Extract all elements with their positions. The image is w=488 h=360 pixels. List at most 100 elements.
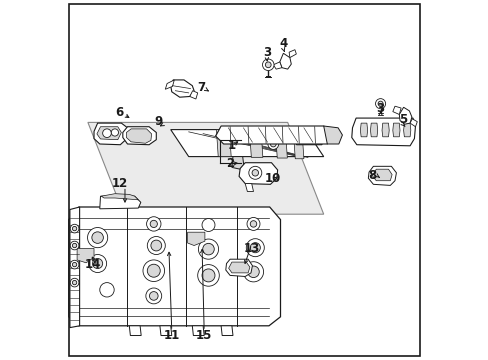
Polygon shape: [293, 133, 303, 159]
Text: 9: 9: [154, 115, 163, 128]
Polygon shape: [399, 107, 411, 124]
Circle shape: [375, 99, 385, 109]
Text: 10: 10: [264, 172, 281, 185]
Circle shape: [202, 219, 215, 231]
Circle shape: [377, 101, 382, 106]
Circle shape: [145, 288, 162, 304]
Circle shape: [111, 129, 118, 136]
Circle shape: [70, 224, 79, 233]
Polygon shape: [189, 91, 197, 99]
Polygon shape: [239, 163, 277, 184]
Polygon shape: [97, 127, 121, 140]
Polygon shape: [360, 123, 367, 137]
Circle shape: [70, 260, 79, 269]
Polygon shape: [228, 262, 249, 273]
Polygon shape: [292, 128, 323, 145]
Circle shape: [100, 283, 114, 297]
Circle shape: [70, 241, 79, 250]
Polygon shape: [225, 259, 252, 276]
Polygon shape: [231, 157, 244, 169]
Circle shape: [88, 255, 106, 273]
Circle shape: [250, 243, 260, 253]
Circle shape: [92, 232, 103, 243]
Text: 15: 15: [196, 329, 212, 342]
Polygon shape: [221, 326, 232, 336]
Circle shape: [147, 237, 165, 255]
Polygon shape: [215, 126, 330, 144]
Polygon shape: [371, 169, 391, 181]
Circle shape: [247, 266, 259, 278]
Polygon shape: [69, 207, 280, 326]
Circle shape: [149, 292, 158, 300]
Circle shape: [72, 262, 77, 267]
Circle shape: [265, 62, 270, 68]
Polygon shape: [170, 130, 323, 157]
Polygon shape: [279, 53, 291, 69]
Circle shape: [142, 260, 164, 282]
Circle shape: [151, 240, 162, 251]
Polygon shape: [100, 196, 141, 209]
Circle shape: [243, 262, 263, 282]
Polygon shape: [273, 62, 282, 69]
Polygon shape: [351, 118, 415, 146]
Circle shape: [198, 239, 218, 259]
Text: 8: 8: [367, 169, 376, 182]
Polygon shape: [244, 184, 253, 192]
Text: 5: 5: [398, 113, 406, 126]
Circle shape: [262, 59, 273, 71]
Polygon shape: [101, 194, 138, 200]
Circle shape: [248, 166, 261, 179]
Polygon shape: [170, 80, 194, 97]
Text: 3: 3: [262, 46, 270, 59]
Circle shape: [251, 170, 258, 176]
Circle shape: [246, 217, 260, 230]
Text: 6: 6: [115, 106, 123, 119]
Polygon shape: [403, 123, 410, 137]
Polygon shape: [187, 232, 204, 246]
Polygon shape: [129, 326, 141, 336]
Circle shape: [72, 226, 77, 231]
Polygon shape: [216, 130, 231, 157]
Polygon shape: [165, 80, 174, 89]
Circle shape: [197, 265, 219, 286]
Polygon shape: [275, 132, 287, 158]
Polygon shape: [370, 123, 377, 137]
Circle shape: [202, 269, 215, 282]
Circle shape: [87, 228, 107, 248]
Circle shape: [203, 243, 214, 255]
Polygon shape: [323, 126, 342, 144]
Circle shape: [270, 141, 276, 147]
Circle shape: [150, 220, 157, 228]
Polygon shape: [160, 326, 171, 336]
Polygon shape: [122, 127, 156, 145]
Text: 12: 12: [112, 177, 128, 190]
Polygon shape: [192, 326, 204, 336]
Polygon shape: [288, 50, 296, 58]
Polygon shape: [381, 123, 388, 137]
Circle shape: [246, 239, 264, 257]
Circle shape: [92, 258, 102, 269]
Polygon shape: [126, 129, 151, 143]
Text: 1: 1: [227, 139, 236, 152]
Text: 13: 13: [243, 242, 259, 255]
Polygon shape: [409, 119, 416, 127]
Polygon shape: [249, 131, 263, 157]
Circle shape: [70, 278, 79, 287]
Polygon shape: [392, 123, 399, 137]
Polygon shape: [367, 166, 396, 185]
Circle shape: [267, 139, 278, 149]
Circle shape: [102, 129, 111, 138]
Text: 4: 4: [279, 37, 287, 50]
Text: 2: 2: [225, 157, 234, 170]
Polygon shape: [94, 123, 128, 145]
Polygon shape: [70, 207, 80, 328]
Text: 14: 14: [84, 258, 101, 271]
Text: 11: 11: [163, 329, 180, 342]
Circle shape: [146, 217, 161, 231]
Text: 7: 7: [197, 81, 205, 94]
Circle shape: [72, 243, 77, 248]
Polygon shape: [88, 122, 323, 214]
Polygon shape: [392, 106, 400, 114]
Circle shape: [250, 221, 256, 227]
Text: 3: 3: [376, 102, 384, 114]
